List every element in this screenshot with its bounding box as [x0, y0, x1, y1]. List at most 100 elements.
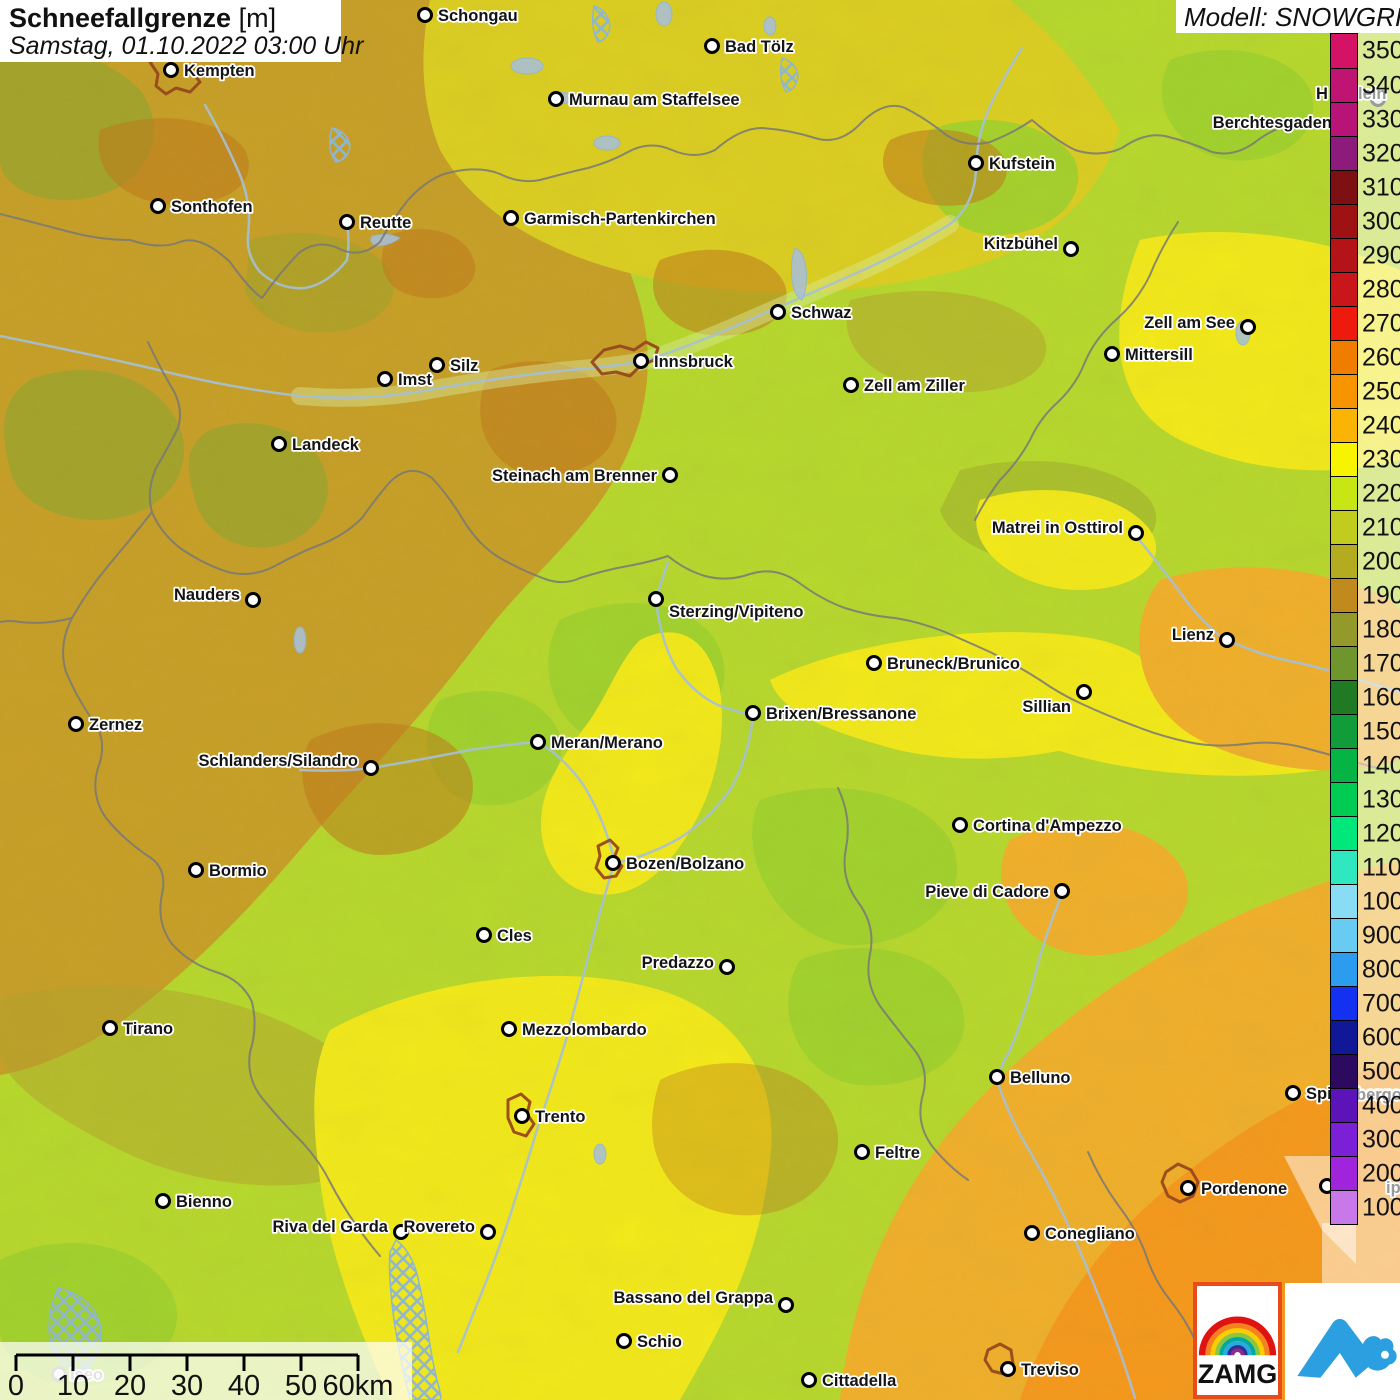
- city-label: Cles: [497, 927, 532, 945]
- city-label: Bozen/Bolzano: [626, 855, 744, 873]
- colorbar-cell: 1100: [1331, 850, 1400, 884]
- city: Kempten: [163, 60, 256, 82]
- page-title: Schneefallgrenze [m]: [9, 3, 332, 33]
- colorbar-cell: 2900: [1331, 238, 1400, 272]
- model-label: Modell: SNOWGRID: [1184, 2, 1400, 32]
- city-marker: [271, 436, 287, 452]
- city-label: Meran/Merano: [551, 734, 663, 752]
- mountain-cloud-icon: [1297, 1318, 1397, 1378]
- city: Tirano: [102, 1018, 175, 1040]
- city: Kufstein: [968, 153, 1057, 175]
- city: Schongau: [417, 5, 520, 27]
- snowgrid-logo: [1285, 1283, 1400, 1400]
- city: Nauders: [172, 584, 261, 608]
- city-marker: [163, 62, 179, 78]
- colorbar-label: 1400: [1362, 751, 1400, 779]
- city: Treviso: [1000, 1359, 1081, 1381]
- city-marker: [417, 7, 433, 23]
- city-label: Steinach am Brenner: [492, 467, 658, 485]
- city: Rovereto: [402, 1216, 496, 1240]
- city-label: Belluno: [1010, 1069, 1071, 1087]
- faded-city-marker: [1370, 91, 1386, 107]
- city-marker: [1180, 1180, 1196, 1196]
- city-marker: [648, 591, 664, 607]
- cities-layer: Schongau Bad Tölz Kempten Murnau am Staffel…: [68, 5, 1400, 1392]
- colorbar-label: 1300: [1362, 785, 1400, 813]
- city: Riva del Garda: [271, 1216, 409, 1240]
- city-label: Rovereto: [403, 1218, 475, 1236]
- city-label: Sillian: [1022, 698, 1071, 716]
- city: Schwaz: [770, 302, 853, 324]
- city: Garmisch-Partenkirchen: [503, 208, 717, 230]
- colorbar-cell: 100: [1331, 1190, 1400, 1224]
- colorbar-cell: 3400: [1331, 68, 1400, 102]
- city: Schio: [616, 1331, 684, 1353]
- colorbar-cell: 2000: [1331, 544, 1400, 578]
- city-marker: [1063, 241, 1079, 257]
- city-label: Riva del Garda: [272, 1218, 388, 1236]
- colorbar-cell: 1900: [1331, 578, 1400, 612]
- city-label: Pieve di Cadore: [925, 883, 1049, 901]
- colorbar-cell: 3100: [1331, 170, 1400, 204]
- colorbar-label: 300: [1362, 1125, 1400, 1153]
- colorbar-label: 3100: [1362, 173, 1400, 201]
- city-marker: [605, 855, 621, 871]
- city-label: Mezzolombardo: [522, 1021, 647, 1039]
- city-label: Kitzbühel: [984, 235, 1058, 253]
- city: Schlanders/Silandro: [197, 750, 379, 776]
- city-label: Nauders: [174, 586, 240, 604]
- city-label: Schlanders/Silandro: [198, 752, 358, 770]
- city-marker: [530, 734, 546, 750]
- city-marker: [633, 353, 649, 369]
- river-piave: [995, 892, 1137, 1400]
- city: Murnau am Staffelsee: [548, 89, 741, 111]
- colorbar-label: 500: [1362, 1057, 1400, 1085]
- colorbar-label: 1200: [1362, 819, 1400, 847]
- city-label: Zell am Ziller: [864, 377, 965, 395]
- colorbar-cell: 3500: [1331, 34, 1400, 68]
- colorbar-cell: 2400: [1331, 408, 1400, 442]
- city-label: Zernez: [89, 716, 142, 734]
- city: Pordenone: [1180, 1178, 1289, 1200]
- city-label: Treviso: [1021, 1361, 1079, 1379]
- city: Silz: [429, 355, 480, 377]
- city-marker: [393, 1224, 409, 1240]
- city-marker: [501, 1021, 517, 1037]
- city-marker: [662, 467, 678, 483]
- colorbar-label: 2000: [1362, 547, 1400, 575]
- river-lech: [203, 103, 350, 290]
- city: Lienz: [1170, 624, 1235, 648]
- city-marker: [1128, 525, 1144, 541]
- colorbar-cell: 2300: [1331, 442, 1400, 476]
- city-label: Sonthofen: [171, 198, 253, 216]
- zamg-logo-text: ZAMG: [1197, 1359, 1278, 1389]
- city-label: Kempten: [184, 62, 255, 80]
- city-label: Innsbruck: [654, 353, 734, 371]
- colorbar-cell: 200: [1331, 1156, 1400, 1190]
- city-label: Bormio: [209, 862, 267, 880]
- borders-layer: [0, 104, 1400, 1379]
- colorbar-label: 2600: [1362, 343, 1400, 371]
- city-marker: [188, 862, 204, 878]
- city-label: Schongau: [438, 7, 518, 25]
- colorbar-cell: 2200: [1331, 476, 1400, 510]
- city: Cortina d'Ampezzo: [952, 815, 1124, 837]
- city-marker: [548, 91, 564, 107]
- city: Pieve di Cadore: [923, 881, 1070, 903]
- colorbar-label: 100: [1362, 1193, 1400, 1221]
- city: Bassano del Grappa: [612, 1287, 794, 1313]
- city: Reutte: [339, 212, 413, 234]
- city-marker: [1285, 1085, 1301, 1101]
- scalebar-label: 30: [171, 1370, 203, 1400]
- city-marker: [1024, 1225, 1040, 1241]
- city: Mezzolombardo: [501, 1019, 648, 1041]
- city-marker: [745, 705, 761, 721]
- city: Landeck: [271, 434, 362, 456]
- city-marker: [704, 38, 720, 54]
- city-marker: [503, 210, 519, 226]
- city-marker: [854, 1144, 870, 1160]
- scalebar-label: 60km: [323, 1370, 394, 1400]
- colorbar-label: 200: [1362, 1159, 1400, 1187]
- city-marker: [770, 304, 786, 320]
